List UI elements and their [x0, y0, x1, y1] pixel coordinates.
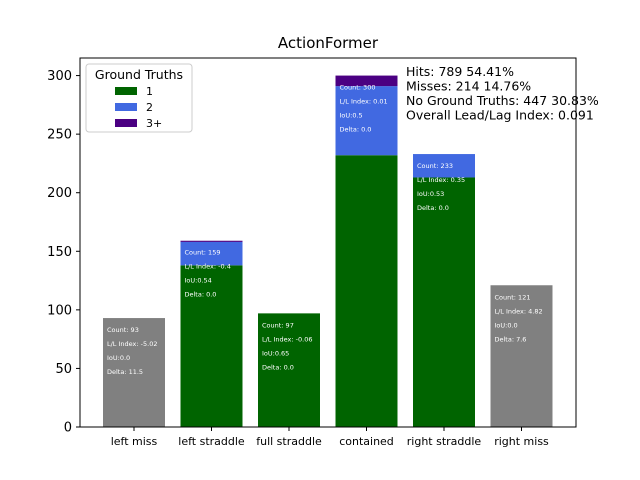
- legend-swatch-1: [115, 103, 137, 111]
- bar-annotation-ll-2: L/L Index: -0.06: [262, 335, 312, 343]
- legend-box: [85, 63, 193, 133]
- bar-annotation-delta-0: Delta: 11.5: [107, 368, 143, 376]
- bar-annotation-ll-0: L/L Index: -5.02: [107, 340, 157, 348]
- bar-annotation-iou-1: IoU:0.54: [185, 277, 212, 285]
- chart-title: ActionFormer: [278, 34, 379, 52]
- stats-line-0: Hits: 789 54.41%: [406, 64, 514, 79]
- bar-miss-5: [490, 285, 553, 427]
- x-tick-label-2: full straddle: [256, 435, 322, 448]
- bar-series2-3: [335, 75, 398, 87]
- bar-annotation-count-5: Count: 121: [495, 293, 531, 301]
- y-axis: 0 50 100 150 200 250 300: [47, 69, 80, 436]
- y-tick-label-4: 200: [47, 186, 72, 201]
- bar-annotation-delta-1: Delta: 0.0: [185, 291, 217, 299]
- x-tick-label-5: right miss: [494, 435, 549, 448]
- stats-line-1: Misses: 214 14.76%: [406, 79, 531, 94]
- bar-annotation-iou-4: IoU:0.53: [417, 190, 444, 198]
- y-tick-label-0: 0: [64, 421, 72, 436]
- bar-series1-3: [335, 86, 398, 156]
- x-tick-label-3: contained: [339, 435, 394, 448]
- y-tick-label-6: 300: [47, 69, 72, 84]
- bar-annotation-count-3: Count: 300: [340, 84, 376, 92]
- y-tick-label-2: 100: [47, 303, 72, 318]
- bar-annotation-delta-2: Delta: 0.0: [262, 363, 294, 371]
- bar-annotation-ll-5: L/L Index: 4.82: [495, 307, 543, 315]
- bar-annotations-layer: Count: 93 L/L Index: -5.02 IoU:0.0 Delta: 1…: [107, 84, 543, 376]
- bar-series0-3: [335, 155, 398, 427]
- bar-annotation-iou-2: IoU:0.65: [262, 349, 289, 357]
- legend-swatch-0: [115, 87, 137, 95]
- legend-label-0: 1: [146, 85, 153, 98]
- x-axis: left miss left straddle full straddle conta…: [111, 427, 549, 448]
- stats-line-3: Overall Lead/Lag Index: 0.091: [406, 108, 594, 123]
- bar-series2-1: [180, 240, 243, 242]
- x-tick-label-4: right straddle: [407, 435, 482, 448]
- bar-series0-2: [258, 313, 320, 427]
- y-tick-label-1: 50: [55, 362, 72, 377]
- bar-series0-4: [413, 177, 475, 427]
- bar-annotation-delta-3: Delta: 0.0: [340, 126, 372, 134]
- x-tick-label-0: left miss: [111, 435, 158, 448]
- bars-layer: [103, 75, 553, 427]
- bar-annotation-ll-1: L/L Index: -0.4: [185, 263, 231, 271]
- bar-annotation-iou-5: IoU:0.0: [495, 321, 518, 329]
- bar-annotation-count-1: Count: 159: [185, 249, 221, 257]
- bar-annotation-count-4: Count: 233: [417, 162, 453, 170]
- bar-annotation-iou-0: IoU:0.0: [107, 354, 130, 362]
- y-tick-label-3: 150: [47, 245, 72, 260]
- bar-annotation-ll-3: L/L Index: 0.01: [340, 98, 388, 106]
- bar-annotation-delta-4: Delta: 0.0: [417, 204, 449, 212]
- bar-series1-1: [180, 241, 243, 266]
- bar-annotation-delta-5: Delta: 7.6: [495, 335, 527, 343]
- stats-line-2: No Ground Truths: 447 30.83%: [406, 93, 599, 108]
- bar-annotation-count-2: Count: 97: [262, 321, 294, 329]
- bar-annotation-ll-4: L/L Index: 0.35: [417, 176, 465, 184]
- y-tick-label-5: 250: [47, 128, 72, 143]
- bar-miss-0: [103, 318, 165, 427]
- legend: Ground Truths 1 2 3+: [85, 63, 193, 133]
- legend-swatch-2: [115, 119, 137, 127]
- bar-series1-4: [413, 154, 475, 178]
- x-tick-label-1: left straddle: [178, 435, 245, 448]
- legend-label-1: 2: [146, 101, 153, 114]
- bar-annotation-count-0: Count: 93: [107, 326, 139, 334]
- legend-title: Ground Truths: [95, 67, 183, 82]
- legend-label-2: 3+: [146, 117, 162, 130]
- bar-series0-1: [180, 265, 243, 427]
- plot-area-frame: [79, 57, 577, 428]
- bar-annotation-iou-3: IoU:0.5: [340, 112, 363, 120]
- stats-text-block: Hits: 789 54.41%Misses: 214 14.76%No Gro…: [406, 64, 599, 123]
